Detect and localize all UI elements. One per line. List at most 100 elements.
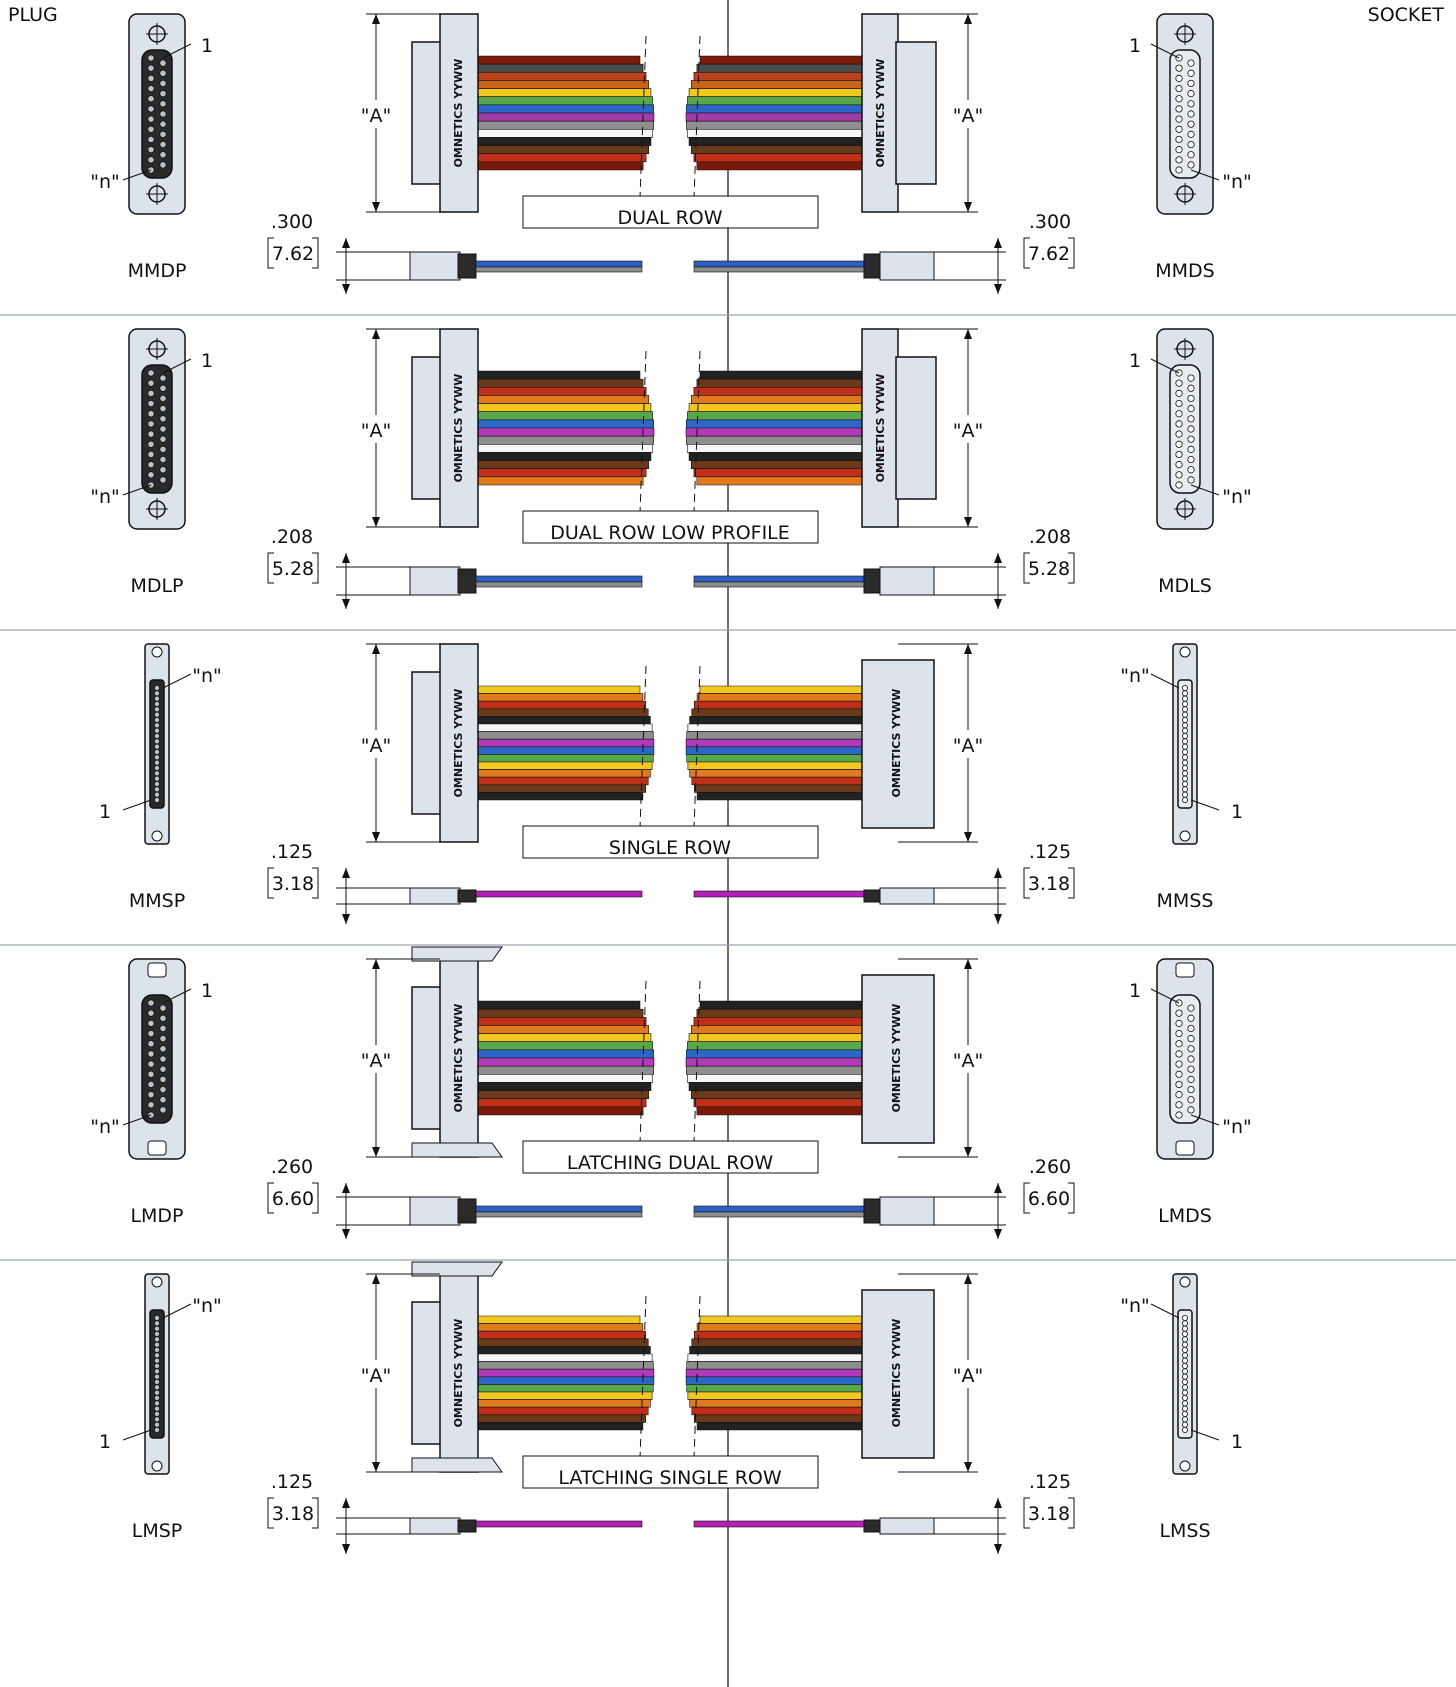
contact-pin xyxy=(153,1395,160,1402)
connector-housing xyxy=(411,671,443,815)
contact-pin xyxy=(159,1035,167,1043)
contact-pin xyxy=(147,379,155,387)
wire xyxy=(477,137,652,146)
contact-pin xyxy=(153,1373,160,1380)
row-single-row: "n" 1 "n" 1 MMSP MMSS OMNETICS YYWW OMNETICS YY… xyxy=(0,629,1456,924)
row-dual-row: 1 "n" 1 "n" MMDP MMDS OMNETICS YYWW OMNETICS YY… xyxy=(90,13,1252,294)
leader-line xyxy=(1150,43,1180,59)
latch-arm xyxy=(411,1457,503,1473)
leader-line xyxy=(162,673,192,689)
contact-pin xyxy=(1175,105,1183,113)
wire xyxy=(477,435,654,445)
wire xyxy=(685,1057,863,1067)
wire xyxy=(687,96,863,106)
wire xyxy=(693,1016,863,1026)
label-bg xyxy=(360,1360,394,1388)
contact-pin xyxy=(159,151,167,159)
thickness-dimension-left: .125 3.18 xyxy=(267,841,410,924)
wire xyxy=(688,137,863,146)
contact-pin xyxy=(153,1315,160,1322)
leader-line xyxy=(122,799,152,811)
socket-ribbon-cable xyxy=(685,55,863,171)
contact-pin xyxy=(153,1416,160,1423)
arrow-head xyxy=(342,284,350,294)
arrow-head xyxy=(372,1274,380,1284)
wire xyxy=(693,468,863,478)
title-frame xyxy=(522,1140,819,1174)
contact-pin xyxy=(147,105,155,113)
contact-pin xyxy=(159,455,167,464)
side-wire xyxy=(475,1205,643,1213)
wire xyxy=(477,1315,641,1324)
contact-pin xyxy=(147,389,155,397)
contact-pin xyxy=(1182,1363,1189,1370)
wire xyxy=(477,1330,646,1340)
connector-shell xyxy=(1169,49,1201,179)
contact-pin xyxy=(1175,1029,1183,1038)
wire xyxy=(477,1065,654,1075)
contact-pin xyxy=(1182,797,1189,804)
contact-pin xyxy=(159,425,167,433)
contact-pin xyxy=(1182,1395,1189,1402)
latch-slot xyxy=(147,1140,167,1156)
leader-line xyxy=(1190,484,1220,496)
contact-pin xyxy=(1182,1373,1189,1380)
dimension-inches: .300 xyxy=(1029,211,1071,233)
connector-flange xyxy=(439,643,479,843)
wire xyxy=(699,370,863,380)
connector-shell xyxy=(141,364,173,494)
brand-marking: OMNETICS YYWW xyxy=(890,689,903,798)
side-wire xyxy=(693,1205,865,1213)
contact-pin xyxy=(1187,1055,1195,1063)
wire xyxy=(477,1033,652,1043)
wire xyxy=(685,112,863,122)
arrow-head xyxy=(372,1462,380,1472)
contact-pin xyxy=(153,1389,160,1396)
leader-line xyxy=(1150,988,1180,1004)
contact-pin xyxy=(1182,1331,1189,1338)
wire xyxy=(477,55,641,65)
plug-front-view: 1 "n" xyxy=(90,328,213,530)
dimension-inches: .208 xyxy=(271,526,313,548)
contact-pin xyxy=(1187,59,1195,67)
bracket xyxy=(1023,1182,1030,1214)
contact-pin xyxy=(1187,100,1195,108)
wire xyxy=(686,435,863,445)
contact-pin xyxy=(147,440,155,448)
socket-part-code: MMDS xyxy=(1155,260,1214,282)
row-latching-single-row: "n" 1 "n" 1 LMSP LMSS OMNETICS YYWW OMNETICS YY… xyxy=(0,1259,1456,1554)
break-line xyxy=(639,1295,647,1459)
side-insert xyxy=(863,253,883,279)
contact-pin xyxy=(153,1368,160,1375)
dimension-mm: 3.18 xyxy=(1028,1503,1070,1525)
contact-pin xyxy=(153,695,160,702)
contact-pin xyxy=(159,476,167,484)
contact-pin xyxy=(153,781,160,788)
contact-pin xyxy=(1175,389,1183,397)
socket-body-top-view: OMNETICS YYWW xyxy=(861,328,937,528)
contact-pin xyxy=(147,1009,155,1017)
contact-pin xyxy=(159,110,167,118)
contact-pin xyxy=(1182,727,1189,734)
wire xyxy=(477,1106,644,1116)
contact-pin xyxy=(153,1357,160,1364)
contact-pin xyxy=(1175,1050,1183,1058)
brand-marking: OMNETICS YYWW xyxy=(452,1004,465,1113)
arrow-head xyxy=(964,1274,972,1284)
bracket xyxy=(1023,867,1030,899)
wire xyxy=(689,716,863,725)
bracket xyxy=(1068,552,1075,584)
wire xyxy=(686,104,863,114)
wire xyxy=(694,1330,863,1340)
variant-title-box: DUAL ROW LOW PROFILE xyxy=(522,510,819,544)
contact-pin xyxy=(1182,685,1189,692)
variant-title: DUAL ROW LOW PROFILE xyxy=(550,522,790,544)
wire xyxy=(696,1323,863,1332)
plug-side-view xyxy=(409,1517,643,1535)
side-wire xyxy=(693,575,865,583)
contact-pin xyxy=(1187,394,1195,403)
contact-pin xyxy=(153,711,160,718)
wire xyxy=(687,1391,863,1400)
arrow-head xyxy=(994,914,1002,924)
arrow-head xyxy=(342,238,350,248)
